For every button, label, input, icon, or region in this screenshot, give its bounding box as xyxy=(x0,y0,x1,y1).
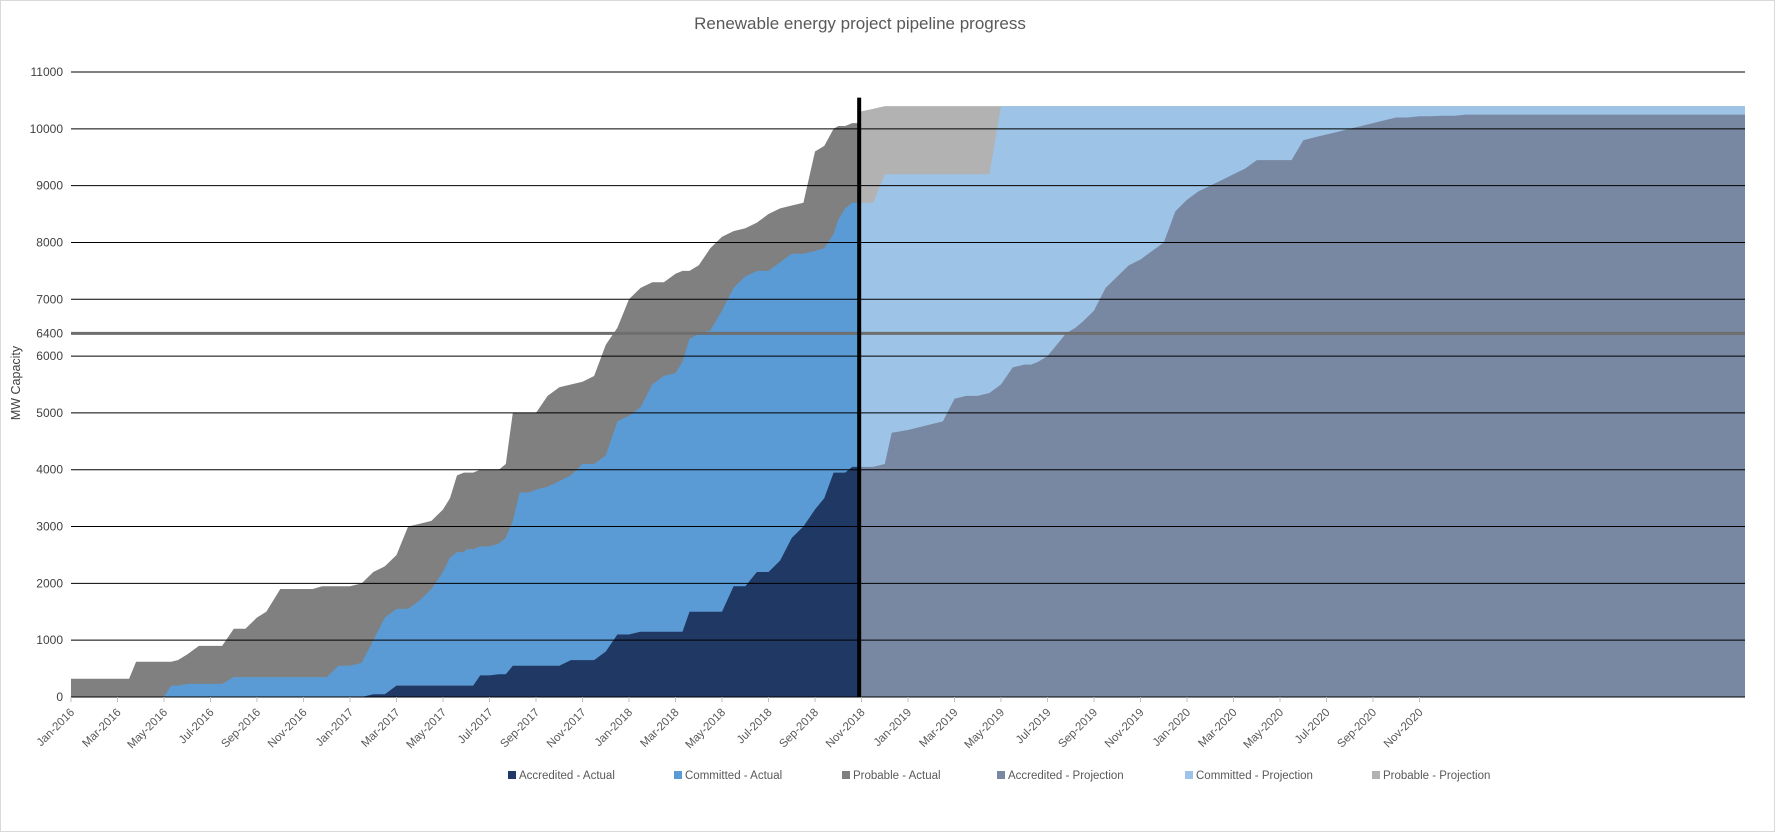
x-tick-label-May-2018: May-2018 xyxy=(683,707,728,752)
x-tick-label-Mar-2017: Mar-2017 xyxy=(359,707,402,750)
area-layer xyxy=(71,106,1745,698)
y-tick-label-11000: 11000 xyxy=(31,65,64,79)
x-tick-label-Mar-2020: Mar-2020 xyxy=(1196,707,1239,750)
x-tick-label-Mar-2019: Mar-2019 xyxy=(917,707,960,750)
y-tick-label-3000: 3000 xyxy=(36,520,63,534)
y-tick-label-9000: 9000 xyxy=(36,179,63,193)
x-tick-label-Jul-2018: Jul-2018 xyxy=(735,707,775,747)
x-axis-ticks: Jan-2016 Mar-2016 May-2016 Jul-2016 Sep-2016… xyxy=(35,697,1426,751)
legend-label-probable-projection: Probable - Projection xyxy=(1383,770,1490,782)
legend-swatch-accredited-actual xyxy=(508,771,516,779)
y-axis-ticks: 0 1000 2000 3000 4000 5000 6000 7000 8000 9000 100… xyxy=(30,65,64,704)
legend-label-accredited-actual: Accredited - Actual xyxy=(519,770,615,782)
x-tick-label-Jan-2020: Jan-2020 xyxy=(1151,707,1193,749)
x-tick-label-May-2016: May-2016 xyxy=(125,707,170,752)
gridline-layer xyxy=(71,71,1745,698)
legend-swatch-probable-actual xyxy=(842,771,850,779)
legend-label-committed-actual: Committed - Actual xyxy=(685,770,782,782)
x-tick-label-Jan-2019: Jan-2019 xyxy=(872,707,914,749)
x-tick-label-Sep-2020: Sep-2020 xyxy=(1335,707,1379,751)
x-tick-label-May-2017: May-2017 xyxy=(404,707,449,752)
x-tick-label-Jul-2020: Jul-2020 xyxy=(1293,707,1333,747)
area-accredited-projection xyxy=(859,114,1745,698)
x-tick-label-Jan-2018: Jan-2018 xyxy=(593,707,635,749)
x-tick-label-Sep-2018: Sep-2018 xyxy=(777,707,821,751)
legend-label-committed-projection: Committed - Projection xyxy=(1196,770,1313,782)
x-tick-label-May-2019: May-2019 xyxy=(962,707,1007,752)
y-tick-label-2000: 2000 xyxy=(36,576,63,590)
x-tick-label-Nov-2018: Nov-2018 xyxy=(824,707,868,751)
x-tick-label-Sep-2019: Sep-2019 xyxy=(1056,707,1100,751)
x-tick-label-May-2020: May-2020 xyxy=(1241,707,1286,752)
x-tick-label-Jul-2019: Jul-2019 xyxy=(1014,707,1054,747)
x-tick-label-Sep-2017: Sep-2017 xyxy=(498,707,542,751)
y-axis-label: MW Capacity xyxy=(9,345,23,420)
legend-label-accredited-projection: Accredited - Projection xyxy=(1008,770,1124,782)
legend: Accredited - Actual Committed - Actual Pro… xyxy=(508,770,1490,782)
y-tick-label-7000: 7000 xyxy=(36,292,63,306)
legend-swatch-committed-actual xyxy=(674,771,682,779)
x-tick-label-Nov-2020: Nov-2020 xyxy=(1382,707,1426,751)
x-tick-label-Jul-2017: Jul-2017 xyxy=(456,707,496,747)
y-tick-label-4000: 4000 xyxy=(36,463,63,477)
target-line-layer: 6400 xyxy=(36,326,1745,340)
x-tick-label-Nov-2017: Nov-2017 xyxy=(545,707,589,751)
x-tick-label-Jan-2016: Jan-2016 xyxy=(35,707,77,749)
legend-swatch-accredited-projection xyxy=(997,771,1005,779)
legend-swatch-committed-projection xyxy=(1185,771,1193,779)
y-tick-label-0: 0 xyxy=(56,690,63,704)
x-tick-label-Mar-2018: Mar-2018 xyxy=(638,707,681,750)
y-tick-label-1000: 1000 xyxy=(36,633,63,647)
y-tick-label-6000: 6000 xyxy=(36,349,63,363)
y-tick-label-5000: 5000 xyxy=(36,406,63,420)
chart-title: Renewable energy project pipeline progre… xyxy=(694,14,1026,33)
y-tick-label-8000: 8000 xyxy=(36,235,63,249)
area-committed-actual xyxy=(71,202,860,697)
x-tick-label-Mar-2016: Mar-2016 xyxy=(80,707,123,750)
target-line-label: 6400 xyxy=(36,326,63,340)
x-tick-label-Nov-2019: Nov-2019 xyxy=(1103,707,1147,751)
x-tick-label-Nov-2016: Nov-2016 xyxy=(266,707,310,751)
legend-swatch-probable-projection xyxy=(1372,771,1380,779)
area-accredited-actual xyxy=(71,466,860,697)
x-tick-label-Sep-2016: Sep-2016 xyxy=(219,707,263,751)
x-tick-label-Jan-2017: Jan-2017 xyxy=(314,707,356,749)
y-tick-label-10000: 10000 xyxy=(30,122,64,136)
legend-label-probable-actual: Probable - Actual xyxy=(853,770,941,782)
x-tick-label-Jul-2016: Jul-2016 xyxy=(177,707,217,747)
